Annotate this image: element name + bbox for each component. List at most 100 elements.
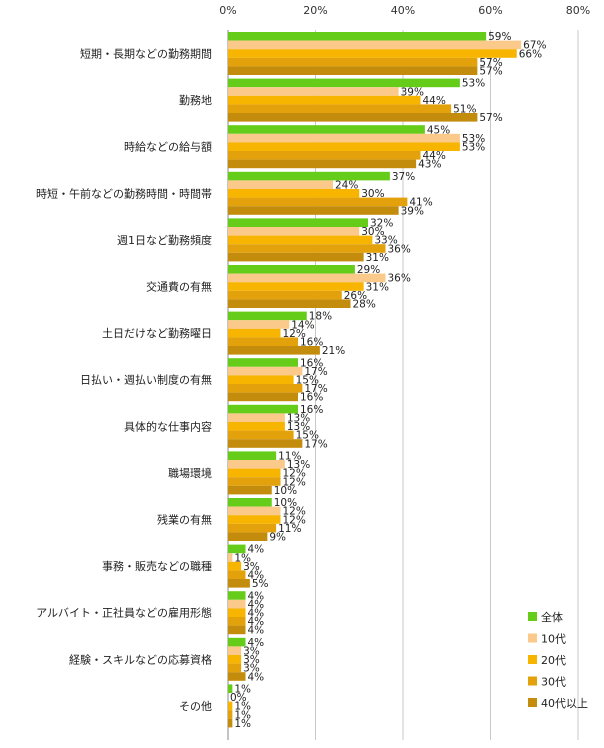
- legend-label: 30代: [541, 676, 566, 689]
- bar: [228, 701, 233, 711]
- data-label: 12%: [283, 476, 306, 488]
- bar: [228, 159, 417, 169]
- bar: [228, 311, 307, 321]
- bar: [228, 337, 298, 346]
- data-label: 12%: [283, 328, 306, 340]
- bar: [228, 171, 390, 181]
- bar: [228, 273, 386, 283]
- category-label: 具体的な仕事内容: [124, 419, 212, 433]
- bar: [228, 561, 242, 571]
- bar: [228, 608, 246, 617]
- data-label: 21%: [322, 345, 345, 357]
- bar: [228, 104, 452, 113]
- data-label: 18%: [309, 311, 332, 323]
- bar: [228, 460, 285, 469]
- data-label: 11%: [278, 451, 301, 463]
- bar: [228, 684, 233, 693]
- bar: [228, 40, 522, 50]
- category-label: 残業の有無: [157, 513, 212, 527]
- bar: [228, 235, 373, 245]
- bar: [228, 375, 294, 384]
- bar: [228, 244, 386, 253]
- data-label: 67%: [523, 40, 546, 52]
- data-label: 16%: [300, 357, 323, 369]
- bar: [228, 515, 281, 524]
- data-label: 31%: [366, 252, 389, 264]
- bar: [228, 532, 268, 541]
- bar: [228, 451, 277, 460]
- category-label: 経験・スキルなどの応募資格: [69, 652, 212, 666]
- bar: [228, 625, 246, 635]
- category-label: アルバイト・正社員などの雇用形態: [36, 606, 212, 620]
- data-label: 16%: [300, 337, 323, 349]
- category-label: 事務・販売などの職種: [102, 559, 212, 573]
- bar: [228, 672, 246, 681]
- data-label: 12%: [283, 468, 306, 480]
- bar: [228, 218, 368, 227]
- data-label: 5%: [252, 578, 269, 590]
- bar: [228, 133, 460, 143]
- bar: [228, 290, 342, 300]
- data-label: 4%: [248, 616, 265, 628]
- bar: [228, 78, 460, 88]
- data-label: 11%: [278, 523, 301, 535]
- data-label: 9%: [269, 532, 286, 544]
- data-label: 4%: [248, 590, 265, 602]
- data-label: 53%: [462, 142, 485, 154]
- bar: [228, 180, 333, 189]
- bar: [228, 404, 298, 414]
- data-label: 10%: [274, 485, 297, 497]
- data-label: 1%: [234, 709, 251, 721]
- bar: [228, 523, 277, 533]
- bar: [228, 197, 408, 207]
- bar: [228, 498, 272, 507]
- data-label: 16%: [300, 392, 323, 404]
- category-label: 職場環境: [168, 466, 212, 480]
- data-label: 28%: [353, 299, 376, 311]
- bar: [228, 468, 281, 478]
- category-label: その他: [179, 700, 212, 713]
- data-label: 24%: [335, 180, 358, 192]
- category-label: 時給などの給与額: [124, 140, 212, 154]
- legend: 全体 10代 20代 30代 40代以上: [528, 610, 588, 710]
- data-label: 33%: [374, 235, 397, 247]
- data-label: 17%: [304, 438, 327, 450]
- data-label: 57%: [479, 57, 502, 69]
- bar: [228, 599, 246, 609]
- data-label: 1%: [234, 718, 251, 730]
- category-labels: 短期・長期などの勤務期間勤務地時給などの給与額時短・午前などの勤務時間・時間帯週…: [36, 47, 212, 713]
- x-tick-label: 0%: [219, 4, 236, 17]
- data-label: 12%: [283, 514, 306, 526]
- legend-label: 全体: [541, 610, 563, 624]
- data-label: 59%: [488, 31, 511, 43]
- legend-swatch: [528, 655, 537, 664]
- bar: [228, 718, 233, 728]
- data-labels: 59%67%66%57%57%53%39%44%51%57%45%53%53%4…: [230, 31, 546, 730]
- bar: [228, 655, 242, 664]
- category-label: 時短・午前などの勤務時間・時間帯: [36, 186, 212, 200]
- bar: [228, 366, 303, 376]
- bar: [228, 570, 246, 579]
- data-label: 44%: [423, 150, 446, 162]
- bar: [228, 189, 360, 198]
- bar: [228, 49, 517, 58]
- data-label: 17%: [304, 366, 327, 378]
- bar: [228, 422, 285, 431]
- bar: [228, 320, 290, 329]
- bar: [228, 591, 246, 600]
- bar: [228, 544, 246, 554]
- data-label: 3%: [243, 561, 260, 573]
- bar: [228, 206, 399, 215]
- legend-swatch: [528, 676, 537, 686]
- x-tick-label: 20%: [303, 4, 327, 17]
- bar: [228, 125, 425, 134]
- data-label: 4%: [248, 671, 265, 683]
- bar: [228, 506, 281, 516]
- category-label: 勤務地: [179, 93, 212, 107]
- bar: [228, 413, 285, 422]
- bar: [228, 113, 478, 122]
- bar: [228, 57, 478, 67]
- category-label: 週1日など勤務頻度: [117, 233, 212, 247]
- data-label: 57%: [479, 112, 502, 124]
